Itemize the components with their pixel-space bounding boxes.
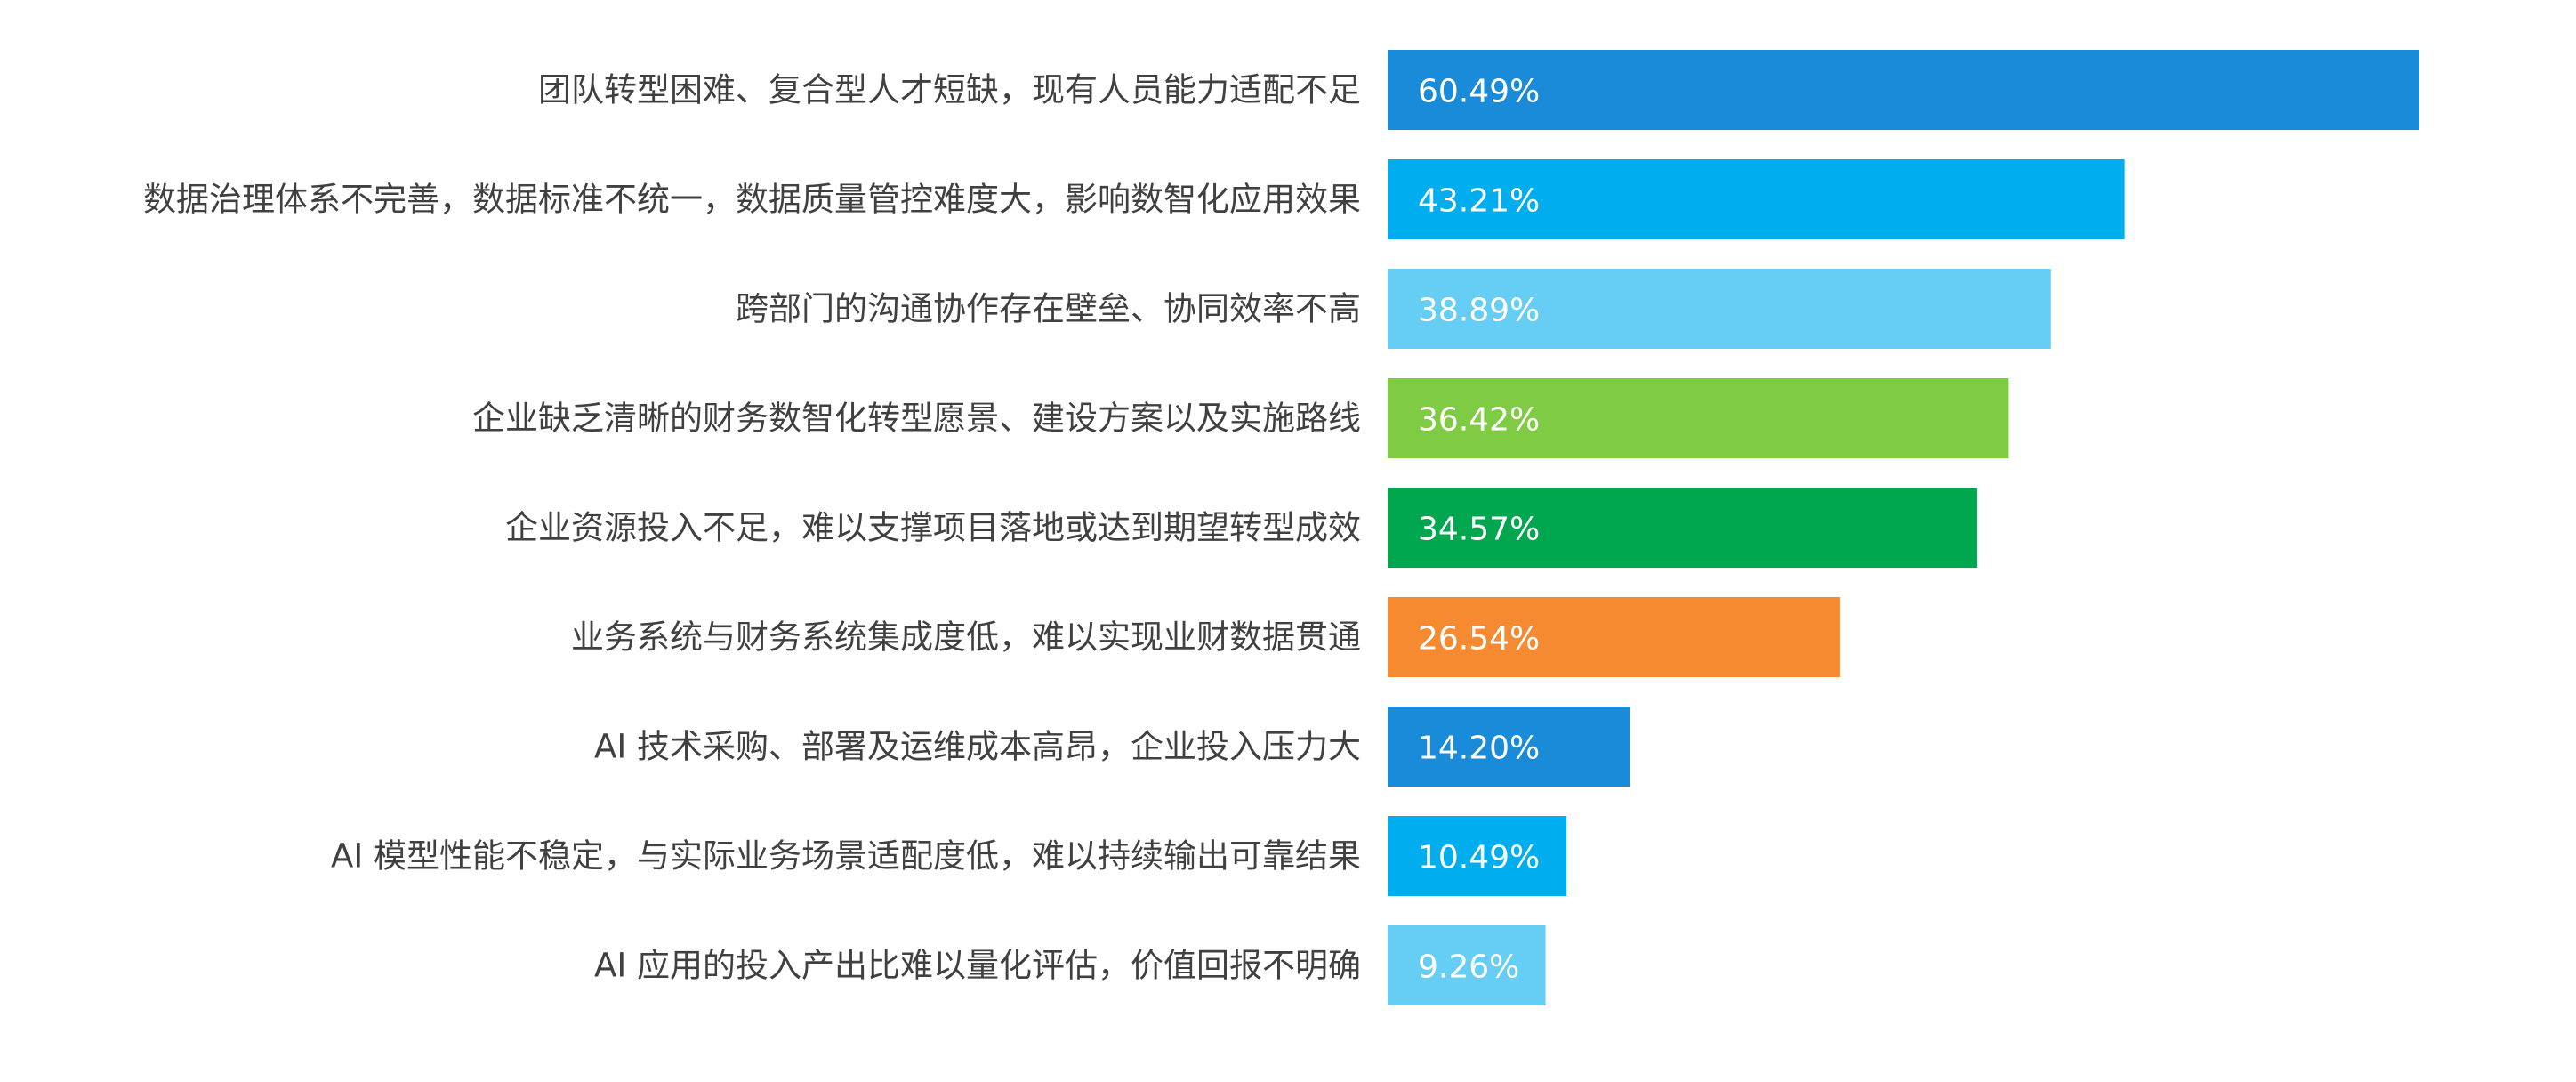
category-label: AI 模型性能不稳定，与实际业务场景适配度低，难以持续输出可靠结果 (331, 837, 1361, 876)
bar (1388, 816, 1567, 896)
category-label: 跨部门的沟通协作存在壁垒、协同效率不高 (736, 290, 1361, 328)
bar-row: 企业资源投入不足，难以支撑项目落地或达到期望转型成效 34.57% (505, 488, 1977, 568)
value-label: 38.89% (1418, 293, 1540, 329)
bar (1388, 488, 1977, 568)
bar (1388, 159, 2125, 239)
bar (1388, 707, 1630, 787)
bar (1388, 269, 2051, 349)
bar-row: 企业缺乏清晰的财务数智化转型愿景、建设方案以及实施路线 36.42% (472, 378, 2009, 458)
value-label: 60.49% (1418, 74, 1540, 110)
value-label: 9.26% (1418, 949, 1519, 986)
category-label: 团队转型困难、复合型人才短缺，现有人员能力适配不足 (538, 71, 1361, 109)
category-label: AI 应用的投入产出比难以量化评估，价值回报不明确 (594, 947, 1361, 985)
value-label: 43.21% (1418, 183, 1540, 220)
bar (1388, 378, 2009, 458)
value-label: 10.49% (1418, 840, 1540, 876)
category-label: 企业资源投入不足，难以支撑项目落地或达到期望转型成效 (505, 509, 1361, 547)
bar (1388, 597, 1840, 677)
bar (1388, 50, 2419, 130)
value-label: 34.57% (1418, 512, 1540, 548)
category-label: 业务系统与财务系统集成度低，难以实现业财数据贯通 (571, 618, 1361, 657)
bar-row: 数据治理体系不完善，数据标准不统一，数据质量管控难度大，影响数智化应用效果 43.… (143, 159, 2125, 239)
bar-row: 业务系统与财务系统集成度低，难以实现业财数据贯通 26.54% (571, 597, 1840, 677)
value-label: 14.20% (1418, 731, 1540, 767)
category-label: AI 技术采购、部署及运维成本高昂，企业投入压力大 (594, 728, 1361, 766)
bar-row: AI 应用的投入产出比难以量化评估，价值回报不明确 9.26% (594, 925, 1546, 1005)
bar-row: 团队转型困难、复合型人才短缺，现有人员能力适配不足 60.49% (538, 50, 2419, 130)
bar-row: AI 技术采购、部署及运维成本高昂，企业投入压力大 14.20% (594, 707, 1630, 787)
bar-row: 跨部门的沟通协作存在壁垒、协同效率不高 38.89% (736, 269, 2051, 349)
value-label: 36.42% (1418, 402, 1540, 439)
value-label: 26.54% (1418, 621, 1540, 658)
bar-row: AI 模型性能不稳定，与实际业务场景适配度低，难以持续输出可靠结果 10.49% (331, 816, 1567, 896)
category-label: 数据治理体系不完善，数据标准不统一，数据质量管控难度大，影响数智化应用效果 (143, 181, 1361, 219)
bar (1388, 925, 1546, 1005)
category-label: 企业缺乏清晰的财务数智化转型愿景、建设方案以及实施路线 (472, 400, 1361, 438)
